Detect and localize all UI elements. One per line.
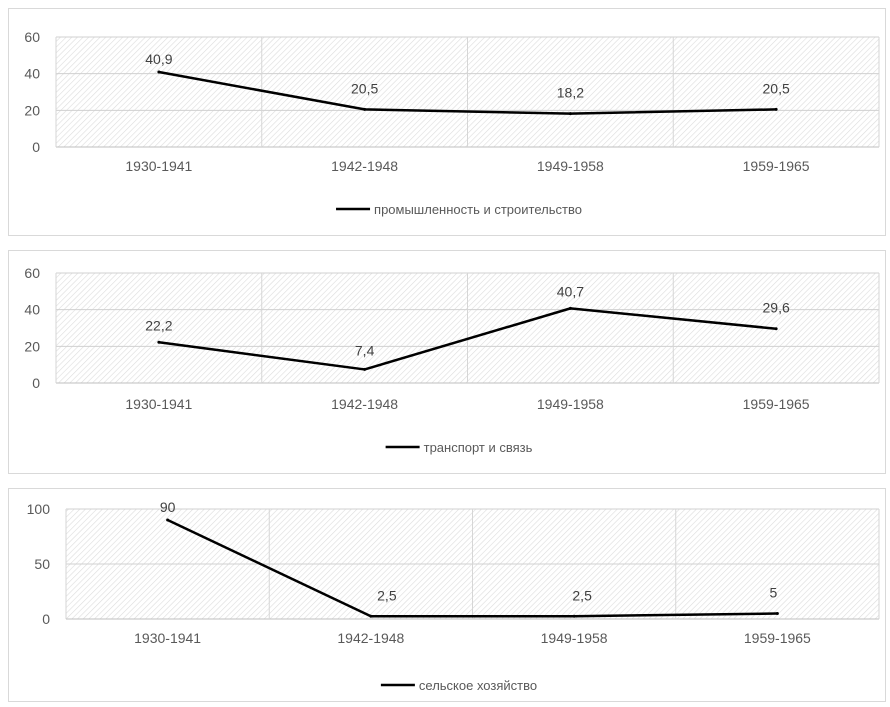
y-tick-label: 40 bbox=[24, 302, 40, 318]
data-point bbox=[157, 340, 161, 344]
data-label: 18,2 bbox=[557, 85, 584, 101]
x-tick-label: 1959-1965 bbox=[743, 158, 810, 174]
y-tick-label: 60 bbox=[24, 265, 40, 281]
data-label: 29,6 bbox=[763, 300, 790, 316]
legend-label: транспорт и связь bbox=[424, 440, 533, 455]
legend: промышленность и строительство bbox=[336, 202, 582, 217]
x-tick-label: 1930-1941 bbox=[134, 630, 201, 646]
data-label: 90 bbox=[160, 499, 176, 515]
data-point bbox=[363, 107, 367, 111]
data-label: 20,5 bbox=[763, 80, 790, 96]
x-tick-label: 1930-1941 bbox=[125, 396, 192, 412]
legend-label: сельское хозяйство bbox=[419, 678, 537, 693]
y-tick-label: 0 bbox=[32, 375, 40, 391]
data-point bbox=[572, 614, 576, 618]
series-line bbox=[158, 70, 777, 115]
data-label: 5 bbox=[769, 585, 777, 601]
series-line bbox=[167, 518, 778, 618]
data-point bbox=[568, 112, 572, 116]
x-tick-label: 1959-1965 bbox=[743, 396, 810, 412]
x-tick-label: 1930-1941 bbox=[125, 158, 192, 174]
y-tick-label: 0 bbox=[32, 139, 40, 155]
data-point bbox=[775, 612, 779, 615]
data-point bbox=[157, 70, 161, 74]
legend: сельское хозяйство bbox=[380, 678, 537, 693]
x-tick-label: 1949-1958 bbox=[537, 158, 604, 174]
data-point bbox=[369, 614, 373, 618]
y-tick-label: 20 bbox=[24, 338, 40, 354]
y-tick-label: 60 bbox=[24, 29, 40, 45]
legend: транспорт и связь bbox=[385, 440, 533, 455]
data-point bbox=[774, 327, 778, 331]
data-point bbox=[166, 518, 170, 522]
chart-svg-transport: 0 20 40 60 1930-1941 1942-1948 1949-1958 1959-1… bbox=[24, 265, 880, 455]
x-tick-label: 1942-1948 bbox=[331, 158, 398, 174]
y-tick-label: 0 bbox=[42, 611, 50, 627]
x-tick-label: 1949-1958 bbox=[541, 630, 608, 646]
x-tick-label: 1959-1965 bbox=[744, 630, 811, 646]
chart-panel-transport: 0 20 40 60 1930-1941 1942-1948 1949-1958 1959-1… bbox=[8, 250, 886, 474]
data-label: 2,5 bbox=[377, 587, 397, 603]
data-label: 40,9 bbox=[145, 51, 172, 67]
x-tick-label: 1942-1948 bbox=[337, 630, 404, 646]
chart-panel-industry: 0 20 40 60 1930-1941 1942-1948 1949-1958 1959-1… bbox=[8, 8, 886, 236]
data-label: 40,7 bbox=[557, 283, 584, 299]
x-tick-label: 1942-1948 bbox=[331, 396, 398, 412]
chart-svg-agriculture: 0 50 100 1930-1941 1942-1948 1949-1958 1959-19… bbox=[27, 499, 880, 693]
series-line bbox=[158, 307, 777, 371]
data-label: 20,5 bbox=[351, 80, 378, 96]
data-label: 22,2 bbox=[145, 317, 172, 333]
data-label: 7,4 bbox=[355, 342, 375, 358]
data-label: 2,5 bbox=[572, 587, 592, 603]
data-point bbox=[568, 306, 572, 310]
legend-label: промышленность и строительство bbox=[374, 202, 582, 217]
chart-panel-agriculture: 0 50 100 1930-1941 1942-1948 1949-1958 1959-19… bbox=[8, 488, 886, 702]
data-point bbox=[363, 367, 367, 371]
y-tick-label: 20 bbox=[24, 102, 40, 118]
chart-svg-industry: 0 20 40 60 1930-1941 1942-1948 1949-1958 1959-1… bbox=[24, 29, 880, 217]
y-tick-label: 40 bbox=[24, 66, 40, 82]
data-point bbox=[774, 107, 778, 111]
x-tick-label: 1949-1958 bbox=[537, 396, 604, 412]
y-tick-label: 50 bbox=[34, 556, 50, 572]
y-tick-label: 100 bbox=[27, 501, 51, 517]
